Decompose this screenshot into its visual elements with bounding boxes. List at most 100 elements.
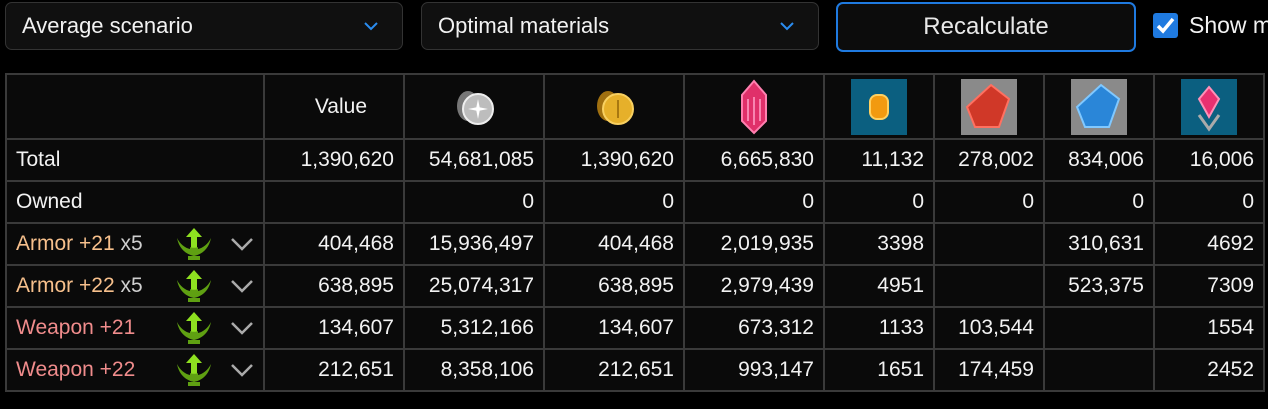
table-cell: 134,607 [543, 306, 685, 350]
table-cell: 1,390,620 [263, 138, 405, 182]
blue-crystal-icon [1071, 78, 1127, 135]
materials-table: Value Total 1,390,620 54,681,085 1,390,620 6… [5, 73, 1265, 392]
table-cell: 5,312,166 [403, 306, 545, 350]
table-row: Weapon +21 134,607 5,312,166 134,607 673,312… [5, 306, 1265, 350]
table-cell: 134,607 [263, 306, 405, 350]
table-cell: 0 [543, 180, 685, 224]
row-label: Total [16, 148, 61, 171]
table-cell: 1554 [1153, 306, 1265, 350]
upgrade-icon [177, 270, 211, 302]
table-cell: 11,132 [823, 138, 935, 182]
chevron-down-icon[interactable] [229, 361, 255, 379]
upgrade-icon [177, 354, 211, 386]
upgrade-icon [177, 312, 211, 344]
table-row: Armor +22 x5 638,895 25,074,317 638,895 2,97… [5, 264, 1265, 308]
silver-coin-icon [457, 90, 494, 125]
table-cell: 310,631 [1043, 222, 1155, 266]
table-cell: 4951 [823, 264, 935, 308]
row-label-cell: Armor +21 x5 [5, 222, 265, 266]
header-value: Value [263, 73, 405, 140]
table-cell: 8,358,106 [403, 348, 545, 392]
pink-gem-ornament-icon [1181, 78, 1237, 135]
table-cell [263, 180, 405, 224]
table-cell: 6,665,830 [683, 138, 825, 182]
table-cell: 174,459 [933, 348, 1045, 392]
table-cell: 54,681,085 [403, 138, 545, 182]
materials-select-value: Optimal materials [438, 13, 610, 38]
table-row: Total 1,390,620 54,681,085 1,390,620 6,665,8… [5, 138, 1265, 182]
table-cell: 15,936,497 [403, 222, 545, 266]
table-cell: 212,651 [543, 348, 685, 392]
header-orange-gem [823, 73, 935, 140]
table-cell: 2452 [1153, 348, 1265, 392]
row-multiplier: x5 [120, 232, 143, 255]
recalculate-button[interactable]: Recalculate [836, 2, 1136, 52]
table-cell: 2,019,935 [683, 222, 825, 266]
table-cell: 404,468 [543, 222, 685, 266]
table-cell: 0 [1153, 180, 1265, 224]
table-cell: 7309 [1153, 264, 1265, 308]
row-label: Owned [16, 190, 83, 213]
table-row: Weapon +22 212,651 8,358,106 212,651 993,147… [5, 348, 1265, 392]
table-cell [933, 264, 1045, 308]
table-cell: 25,074,317 [403, 264, 545, 308]
table-row: Armor +21 x5 404,468 15,936,497 404,468 2,01… [5, 222, 1265, 266]
header-gold [543, 73, 685, 140]
table-cell: 16,006 [1153, 138, 1265, 182]
row-label-cell: Armor +22 x5 [5, 264, 265, 308]
chevron-down-icon [780, 22, 794, 31]
table-cell [1043, 306, 1155, 350]
row-label-cell: Total [5, 138, 265, 182]
header-silver [403, 73, 545, 140]
table-cell: 834,006 [1043, 138, 1155, 182]
row-label: Armor +22 [16, 274, 115, 297]
header-red-crystal [933, 73, 1045, 140]
checkmark-icon [1156, 17, 1175, 34]
table-cell [1043, 348, 1155, 392]
header-empty-cell [5, 73, 265, 140]
table-cell: 4692 [1153, 222, 1265, 266]
row-label-cell: Weapon +21 [5, 306, 265, 350]
row-label: Armor +21 [16, 232, 115, 255]
chevron-down-icon [364, 22, 378, 31]
table-cell: 0 [403, 180, 545, 224]
table-cell: 0 [683, 180, 825, 224]
scenario-select[interactable]: Average scenario [5, 2, 403, 50]
table-cell: 404,468 [263, 222, 405, 266]
pink-crystal-icon [741, 78, 767, 134]
show-checkbox-label: Show m [1189, 12, 1268, 38]
table-cell: 0 [1043, 180, 1155, 224]
table-cell: 212,651 [263, 348, 405, 392]
table-cell: 523,375 [1043, 264, 1155, 308]
table-cell: 103,544 [933, 306, 1045, 350]
table-cell: 673,312 [683, 306, 825, 350]
table-row: Owned 0 0 0 0 0 0 0 [5, 180, 1265, 224]
orange-gem-icon [851, 78, 907, 135]
header-pink-gem [1153, 73, 1265, 140]
materials-select[interactable]: Optimal materials [421, 2, 819, 50]
table-cell: 0 [933, 180, 1045, 224]
chevron-down-icon[interactable] [229, 319, 255, 337]
row-multiplier: x5 [120, 274, 143, 297]
row-label-cell: Weapon +22 [5, 348, 265, 392]
table-header-row: Value [5, 73, 1265, 140]
table-cell: 2,979,439 [683, 264, 825, 308]
show-checkbox[interactable] [1153, 13, 1178, 38]
chevron-down-icon[interactable] [229, 235, 255, 253]
header-blue-crystal [1043, 73, 1155, 140]
scenario-select-value: Average scenario [22, 13, 193, 38]
table-cell [933, 222, 1045, 266]
red-crystal-icon [961, 78, 1017, 135]
table-cell: 638,895 [543, 264, 685, 308]
table-cell: 1133 [823, 306, 935, 350]
row-label: Weapon +21 [16, 316, 136, 339]
header-pink-crystal [683, 73, 825, 140]
table-cell: 1651 [823, 348, 935, 392]
table-cell: 3398 [823, 222, 935, 266]
row-label-cell: Owned [5, 180, 265, 224]
table-cell: 0 [823, 180, 935, 224]
table-cell: 1,390,620 [543, 138, 685, 182]
chevron-down-icon[interactable] [229, 277, 255, 295]
gold-coin-icon [597, 90, 634, 125]
upgrade-icon [177, 228, 211, 260]
